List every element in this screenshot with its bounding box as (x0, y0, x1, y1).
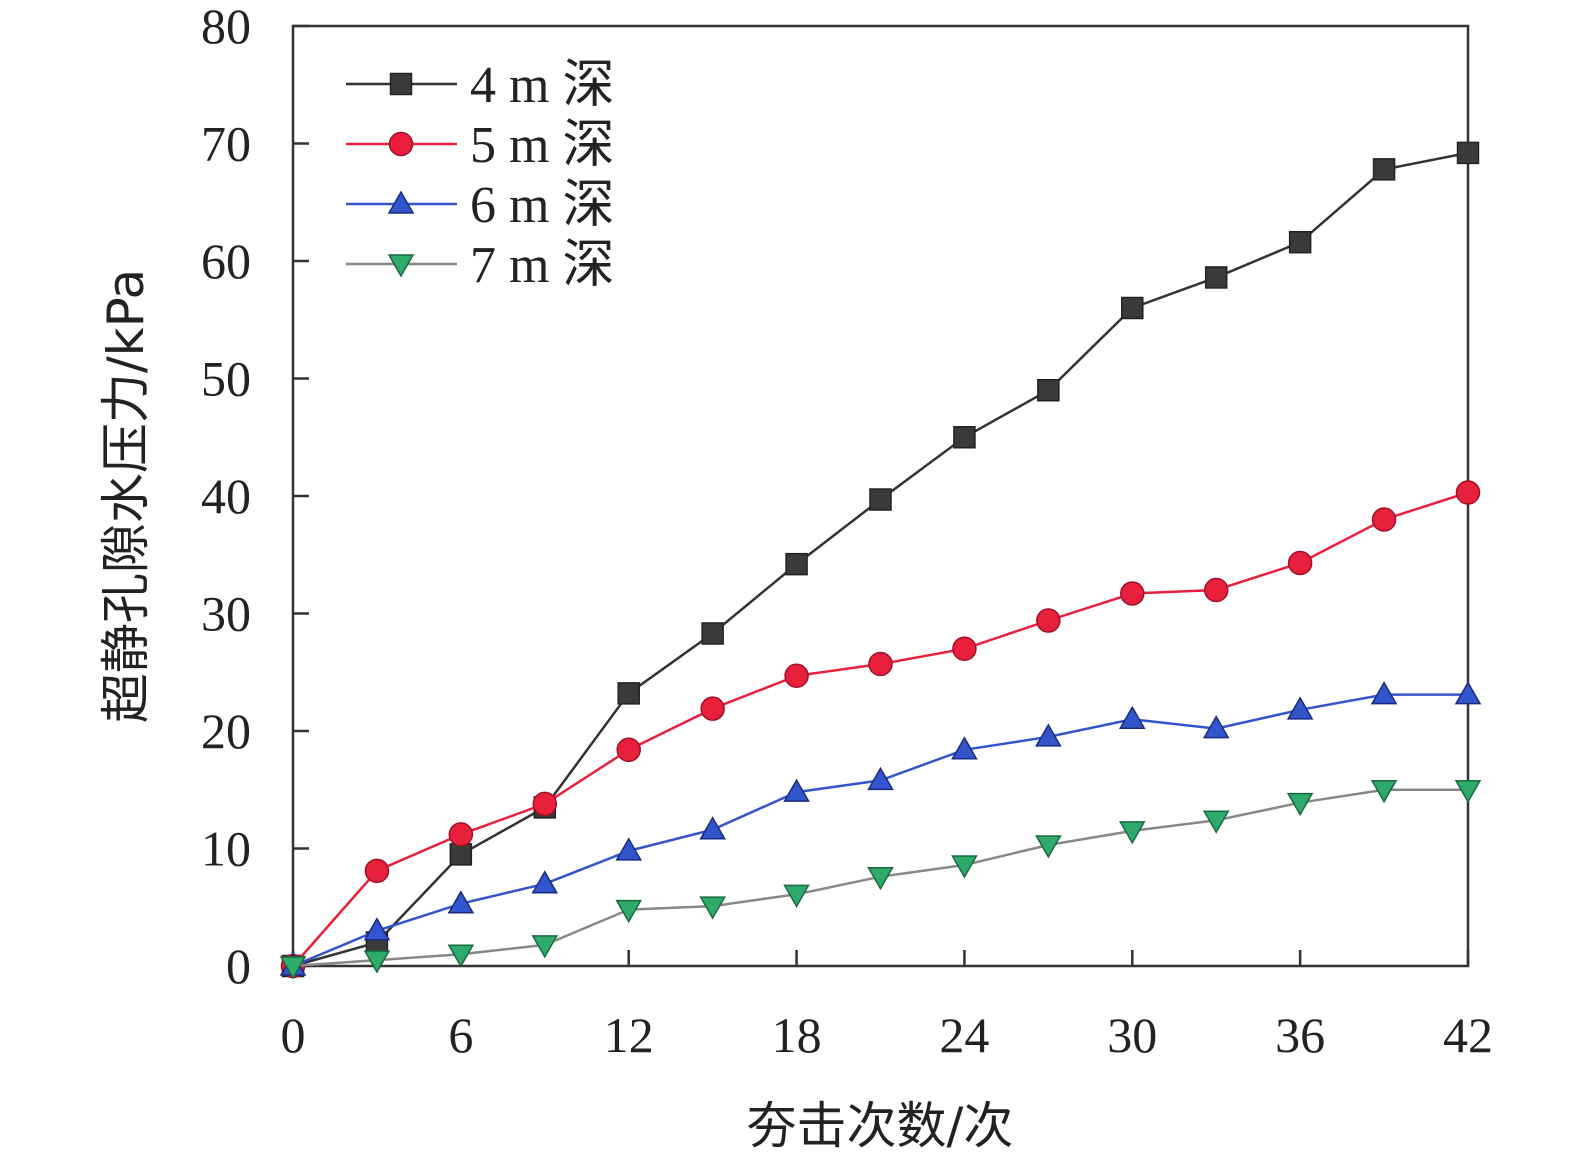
data-point (531, 870, 559, 894)
y-tick-label: 50 (201, 351, 251, 407)
legend-marker (387, 254, 415, 278)
data-point (868, 651, 893, 677)
y-axis-title: 超静孔隙水压力/kPa (97, 269, 155, 723)
data-point (1202, 715, 1230, 739)
x-tick-label: 18 (772, 1007, 822, 1063)
legend-label: 5 m 深 (470, 117, 614, 174)
data-point (615, 837, 643, 861)
data-point (783, 884, 810, 908)
data-point (449, 843, 473, 866)
legend-marker (388, 131, 414, 157)
y-tick-label: 30 (201, 586, 251, 642)
y-tick-label: 60 (201, 233, 251, 289)
data-point (867, 766, 894, 791)
data-point (616, 737, 641, 763)
data-point (364, 858, 390, 884)
legend-item: 5 m 深 (346, 117, 614, 174)
x-axis-title: 夯击次数/次 (747, 1097, 1014, 1155)
data-point (1286, 792, 1314, 817)
data-point (279, 956, 307, 980)
x-tick-label: 42 (1443, 1007, 1493, 1063)
data-point (363, 917, 391, 941)
data-point (1287, 550, 1313, 576)
x-tick-label: 0 (281, 1007, 306, 1063)
legend: 4 m 深5 m 深6 m 深7 m 深 (346, 57, 614, 294)
data-point (1202, 810, 1230, 834)
data-point (1456, 141, 1480, 165)
y-tick-label: 0 (226, 938, 251, 994)
data-point (1454, 780, 1482, 804)
data-point (1454, 681, 1482, 705)
data-point (951, 855, 978, 879)
data-point (532, 791, 558, 817)
x-tick-label: 12 (604, 1007, 654, 1063)
y-tick-label: 70 (201, 116, 251, 172)
y-tick-label: 80 (201, 0, 251, 54)
data-point (699, 896, 726, 920)
data-point (1371, 507, 1397, 532)
data-point (1204, 266, 1228, 289)
legend-marker (389, 72, 413, 96)
data-point (448, 822, 474, 847)
y-tick-label: 10 (201, 821, 251, 877)
data-point (785, 552, 808, 576)
legend-item: 4 m 深 (346, 57, 614, 114)
data-point (1120, 581, 1145, 606)
data-point (700, 696, 725, 721)
series-2 (280, 480, 1481, 979)
legend-label: 7 m 深 (470, 237, 614, 294)
series-layer (279, 141, 1482, 980)
data-point (701, 622, 724, 645)
data-point (869, 488, 892, 511)
data-point (447, 890, 475, 914)
data-point (1121, 296, 1144, 320)
data-point (867, 866, 894, 891)
data-point (1370, 681, 1398, 705)
x-tick-label: 24 (939, 1007, 989, 1063)
y-tick-label: 20 (201, 703, 251, 759)
y-tick-label: 40 (201, 468, 251, 524)
axis-ticks: 0 10 20 30 40 50 60 70 80 0 6 12 18 24 30 36 42 (201, 0, 1493, 1063)
x-tick-label: 30 (1107, 1007, 1157, 1063)
data-point (617, 682, 640, 705)
legend-item: 7 m 深 (346, 237, 614, 294)
data-point (1286, 696, 1314, 720)
series-3 (279, 681, 1482, 976)
data-point (699, 816, 726, 840)
data-point (952, 636, 977, 661)
data-point (1372, 158, 1396, 181)
data-point (784, 663, 809, 689)
x-tick-label: 36 (1275, 1007, 1325, 1063)
x-tick-label: 6 (448, 1007, 473, 1063)
series-4 (279, 780, 1482, 980)
legend-label: 6 m 深 (470, 177, 614, 234)
data-point (1035, 835, 1062, 859)
legend-label: 4 m 深 (470, 57, 614, 114)
data-point (1203, 577, 1229, 603)
data-point (1455, 480, 1481, 505)
data-point (1118, 821, 1146, 845)
data-point (1118, 705, 1146, 729)
legend-marker (387, 190, 415, 214)
legend-item: 6 m 深 (346, 177, 614, 234)
data-point (363, 950, 391, 974)
data-point (1288, 230, 1312, 254)
data-point (953, 426, 976, 449)
data-point (783, 778, 810, 802)
data-point (1035, 723, 1062, 747)
data-point (531, 935, 559, 959)
data-point (447, 944, 475, 968)
data-point (1036, 608, 1061, 633)
data-point (1037, 379, 1060, 402)
data-point (615, 899, 643, 924)
data-point (1370, 780, 1398, 804)
data-point (951, 736, 978, 760)
